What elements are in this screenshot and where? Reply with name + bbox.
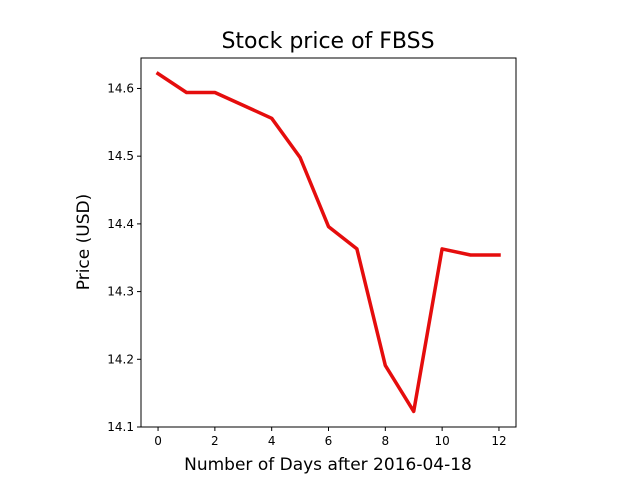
plot-area	[140, 57, 517, 428]
series-layer	[155, 71, 501, 414]
x-tick-label: 6	[325, 434, 333, 448]
x-axis: 0 2 4 6 8 10 12	[154, 427, 507, 448]
y-axis: 14.1 14.2 14.3 14.4 14.5 14.6	[107, 81, 141, 434]
y-tick-label: 14.5	[107, 149, 134, 163]
y-tick-label: 14.6	[107, 81, 134, 95]
y-tick-label: 14.2	[107, 352, 134, 366]
x-tick-label: 12	[491, 434, 506, 448]
price-line	[155, 71, 501, 414]
x-tick-label: 0	[154, 434, 162, 448]
y-tick-label: 14.1	[107, 420, 134, 434]
x-tick-label: 8	[381, 434, 389, 448]
x-tick-label: 2	[211, 434, 219, 448]
y-tick-label: 14.3	[107, 285, 134, 299]
x-axis-label: Number of Days after 2016-04-18	[184, 455, 472, 475]
x-tick-label: 4	[268, 434, 276, 448]
chart-title: Stock price of FBSS	[221, 29, 434, 54]
y-axis-label: Price (USD)	[74, 194, 94, 290]
y-tick-label: 14.4	[107, 217, 134, 231]
x-tick-label: 10	[434, 434, 449, 448]
